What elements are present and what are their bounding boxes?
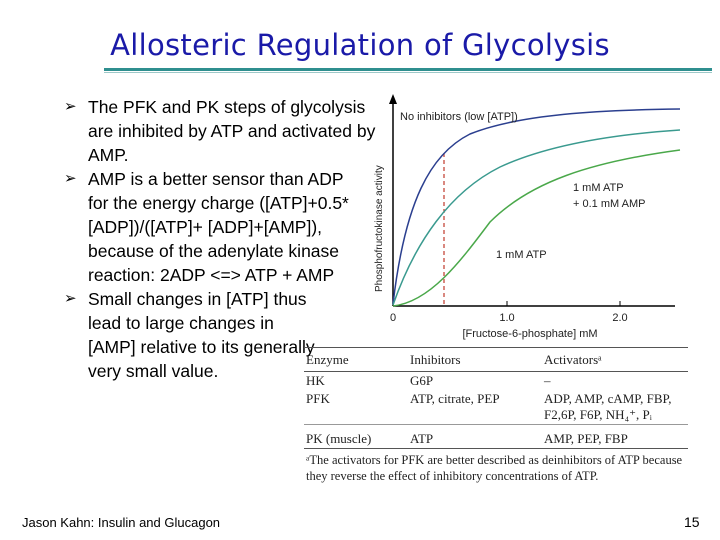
y-axis-label: Phosphofructokinase activity [374,165,385,292]
bullet-item: ➢ AMP is a better sensor than ADP for the… [64,167,368,287]
x-tick-label: 0 [390,312,396,324]
bullet-text: Small changes in [ATP] thus lead to larg… [88,289,315,381]
pfk-activity-graph: No inhibitors (low [ATP]) 1 mM ATP + 0.1… [374,94,681,340]
regulation-table: Enzyme Inhibitors Activatorsᵃ HK G6P – P… [304,347,688,449]
curve-no-inhibitors [392,108,681,305]
table-row: PK (muscle) ATP AMP, PEP, FBP [304,424,688,449]
column-header-enzyme: Enzyme [304,347,408,372]
arrow-bullet-icon: ➢ [64,290,77,307]
curve-atp-amp [392,129,681,306]
cell-inhibitors: G6P [410,373,434,388]
page-number: 15 [684,514,700,530]
table-header-row: Enzyme Inhibitors Activatorsᵃ [304,347,688,372]
bullet-text: AMP is a better sensor than ADP for the … [88,169,349,285]
curve-label-atp-amp-1: 1 mM ATP [573,182,624,194]
cell-inhibitors: ATP, citrate, PEP [408,390,542,425]
cell-enzyme: HK [306,373,325,388]
cell-enzyme: PFK [304,390,408,425]
slide-title: Allosteric Regulation of Glycolysis [110,28,610,62]
arrow-bullet-icon: ➢ [64,98,77,115]
x-axis-label: [Fructose-6-phosphate] mM [462,328,597,340]
curve-label-atp-amp-2: + 0.1 mM AMP [573,198,645,210]
table-footnote: ᵃThe activators for PFK are better descr… [306,453,683,483]
bullet-text: The PFK and PK steps of glycolysis are i… [88,97,376,165]
regulation-table-section: Enzyme Inhibitors Activatorsᵃ HK G6P – P… [304,347,688,484]
column-header-inhibitors: Inhibitors [408,347,542,372]
x-tick-label: 1.0 [499,312,514,324]
x-tick-label: 2.0 [612,312,627,324]
y-axis [389,94,397,306]
curve-label-no-inhibitors: No inhibitors (low [ATP]) [400,111,518,123]
cell-activators: AMP, PEP, FBP [542,424,688,449]
y-axis-arrow-icon [389,94,397,104]
column-header-activators: Activatorsᵃ [542,347,688,372]
arrow-bullet-icon: ➢ [64,170,77,187]
cell-enzyme: PK (muscle) [304,424,408,449]
cell-activators: – [544,373,551,388]
title-underline [104,68,712,71]
curve-atp-only [392,149,681,307]
bullet-list: ➢ The PFK and PK steps of glycolysis are … [64,95,388,383]
bullet-item: ➢ Small changes in [ATP] thus lead to lar… [64,287,318,383]
cell-activators: ADP, AMP, cAMP, FBP, F2,6P, F6P, NH₄⁺, P… [542,390,688,425]
table-row: HK G6P – [304,372,688,391]
curve-label-atp-only: 1 mM ATP [496,249,547,261]
cell-inhibitors: ATP [408,424,542,449]
title-underline-thin [104,72,712,73]
table-row: PFK ATP, citrate, PEP ADP, AMP, cAMP, FB… [304,390,688,425]
footer-text: Jason Kahn: Insulin and Glucagon [22,515,221,530]
bullet-item: ➢ The PFK and PK steps of glycolysis are … [64,95,388,167]
